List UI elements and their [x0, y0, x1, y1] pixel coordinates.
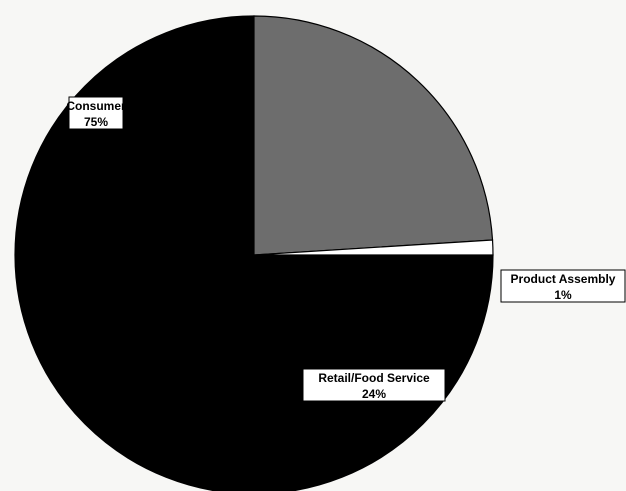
data-label-product-assembly: Product Assembly 1%	[500, 269, 626, 303]
pie-data-labels: Consumer 75% Retail/Food Service 24% Product…	[66, 96, 626, 402]
data-label-percent: 24%	[362, 387, 386, 401]
pie-slices	[14, 15, 494, 491]
data-label-category: Consumer	[66, 99, 126, 113]
data-label-category: Product Assembly	[511, 272, 616, 286]
data-label-box	[302, 368, 446, 402]
data-label-retail-food-service: Retail/Food Service 24%	[302, 368, 446, 402]
data-label-box	[500, 269, 626, 303]
data-label-percent: 1%	[554, 288, 572, 302]
pie-slice-retail-food-service	[253, 15, 494, 256]
data-label-category: Retail/Food Service	[318, 371, 430, 385]
data-label-box	[68, 96, 124, 130]
data-label-percent: 75%	[84, 115, 108, 129]
pie-slice-product-assembly	[253, 239, 494, 256]
data-label-consumer: Consumer 75%	[66, 96, 126, 130]
